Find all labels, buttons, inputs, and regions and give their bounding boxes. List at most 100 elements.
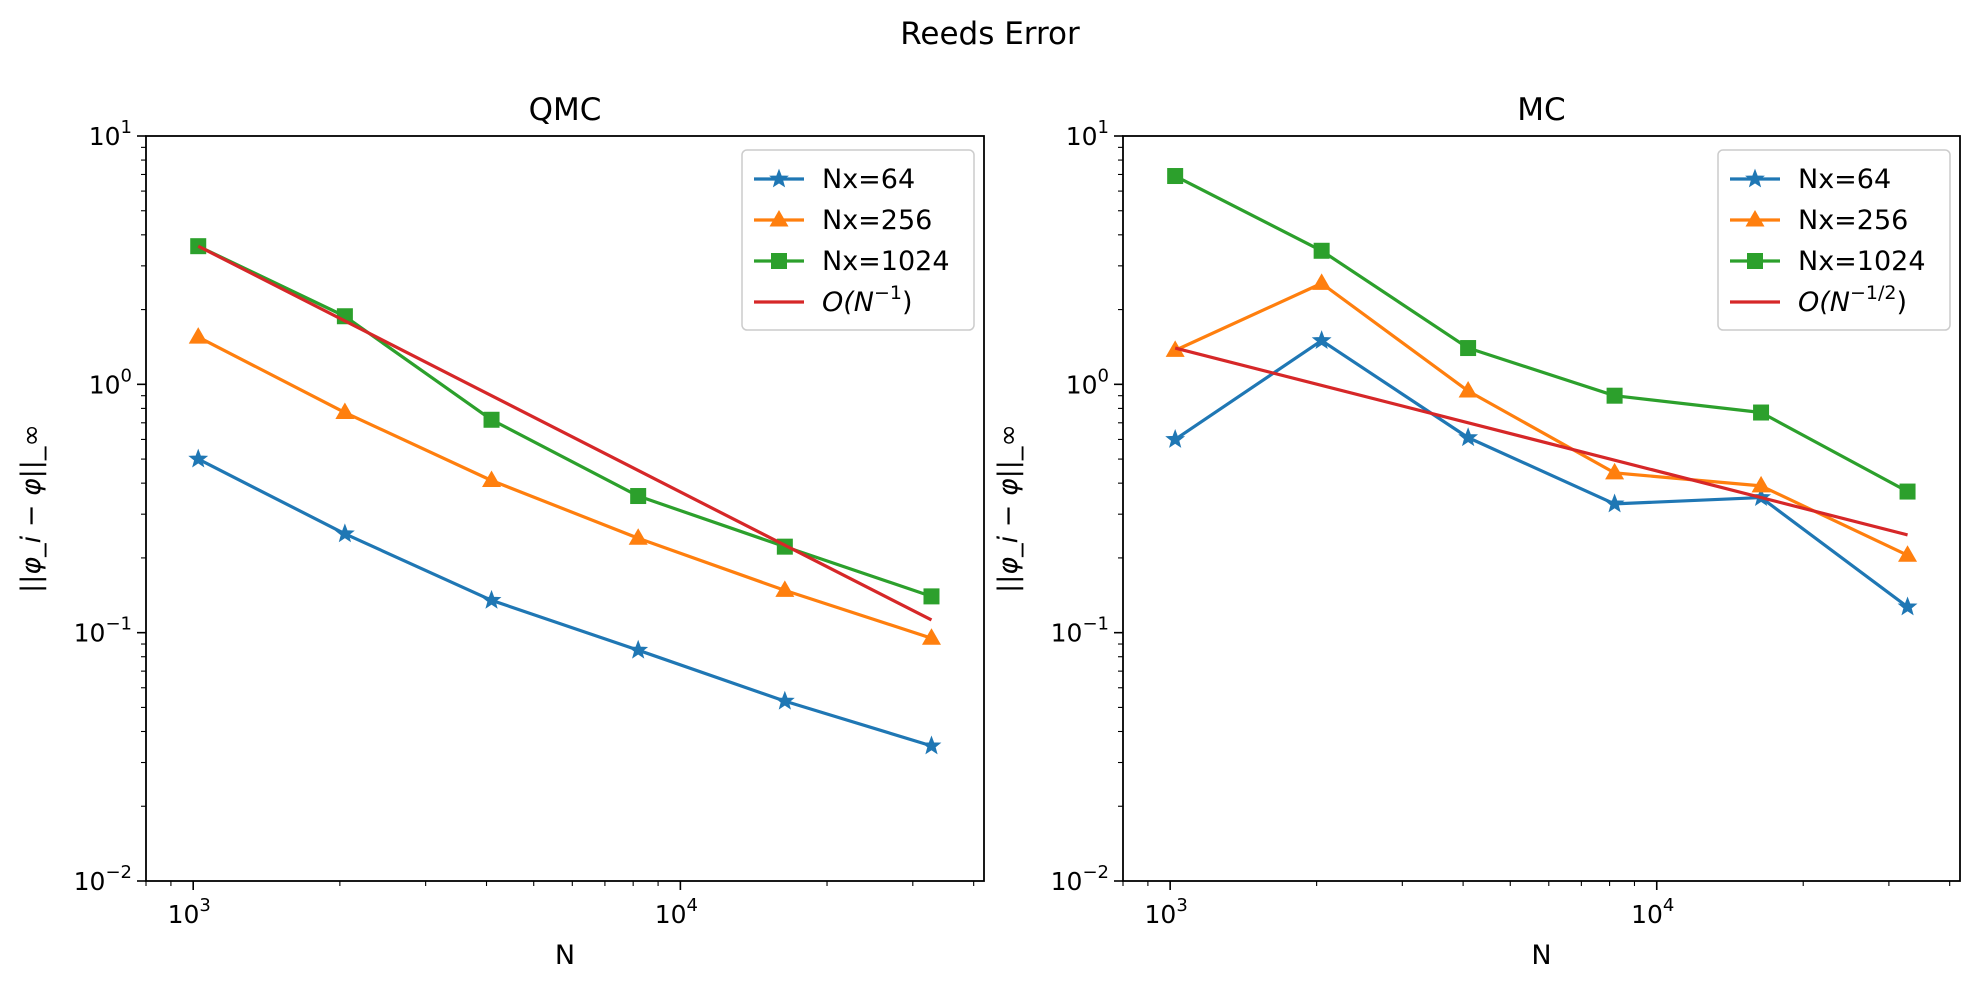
- series-line-nx-64: [1174, 339, 1909, 609]
- x-tick-label: 103: [168, 895, 211, 929]
- legend-label: Nx=64: [1798, 164, 1891, 195]
- data-point-nx-256: [188, 327, 208, 344]
- legend-label: Nx=256: [1798, 205, 1908, 236]
- y-tick-exp: −1: [105, 614, 132, 635]
- data-point-nx-1024: [1899, 483, 1916, 500]
- legend-box: [741, 149, 975, 331]
- legend-label: O(N−1/2): [1798, 282, 1907, 318]
- data-point-nx-64: [1897, 596, 1918, 616]
- legend-label-sup: −1/2: [1850, 282, 1897, 304]
- series-line-nx-1024: [197, 244, 932, 598]
- legend-label-tail: ): [902, 287, 913, 318]
- y-tick-label: 101: [89, 117, 132, 151]
- legend-label: Nx=1024: [1798, 246, 1926, 277]
- chart-1-x-axis-label: N: [555, 940, 575, 971]
- data-point-nx-64: [334, 523, 355, 543]
- legend-label: Nx=64: [822, 164, 915, 195]
- chart-1-legend: Nx=64 Nx=256 Nx=1024 O(N−1): [741, 149, 975, 331]
- y-tick-label: 10−1: [74, 614, 132, 648]
- x-tick-label: 104: [1631, 895, 1674, 929]
- data-point-nx-256: [1312, 273, 1332, 290]
- data-point-nx-256: [628, 528, 648, 545]
- data-point-nx-256: [921, 628, 941, 645]
- chart-1-axes-frame: [145, 135, 985, 882]
- chart-2-title: MC: [1517, 92, 1565, 128]
- data-point-nx-1024: [1753, 404, 1770, 421]
- y-tick-label: 100: [89, 365, 132, 399]
- legend-item-nx-64: Nx=64: [754, 164, 915, 195]
- y-tick-exp: −2: [1082, 862, 1109, 883]
- legend-item-nx-1024: Nx=1024: [754, 246, 950, 277]
- series-line-nx-1024: [1174, 174, 1909, 493]
- y-tick-label: 10−2: [74, 862, 132, 896]
- data-point-nx-1024: [923, 588, 940, 605]
- y-tick-label: 100: [1066, 365, 1109, 399]
- chart-2-legend: Nx=64 Nx=256 Nx=1024 O(N−1/2): [1717, 149, 1951, 331]
- data-point-nx-64: [481, 589, 502, 609]
- y-tick-base: 10: [74, 867, 106, 896]
- x-tick-base: 10: [655, 900, 687, 929]
- legend-marker: [1745, 210, 1765, 227]
- series-line-nx-256: [197, 335, 932, 640]
- x-tick-exp: 3: [1176, 895, 1187, 916]
- y-tick-base: 10: [1051, 619, 1083, 648]
- chart-1-series: [188, 238, 942, 755]
- legend-item-nx-1024: Nx=1024: [1730, 246, 1926, 277]
- data-point-nx-256: [1458, 381, 1478, 398]
- data-point-nx-256: [775, 580, 795, 597]
- legend-label-tail: ): [1896, 287, 1907, 318]
- legend-item-nx-256: Nx=256: [754, 205, 932, 236]
- legend-label: Nx=1024: [822, 246, 950, 277]
- y-tick-label: 10−2: [1051, 862, 1109, 896]
- y-tick-base: 10: [1051, 867, 1083, 896]
- data-point-nx-256: [1605, 462, 1625, 480]
- legend-label-main: O(N: [822, 287, 874, 318]
- legend-marker: [771, 253, 787, 269]
- data-point-nx-1024: [1167, 168, 1184, 185]
- legend-marker: [769, 168, 789, 188]
- x-tick-base: 10: [1145, 900, 1177, 929]
- y-tick-exp: −1: [1082, 614, 1109, 635]
- y-tick-exp: −2: [105, 862, 132, 883]
- y-tick-label: 10−1: [1051, 614, 1109, 648]
- y-tick-exp: 1: [121, 117, 132, 138]
- data-point-nx-1024: [483, 411, 500, 428]
- y-tick-exp: 0: [1098, 365, 1109, 386]
- legend-label-sup: −1: [874, 282, 902, 304]
- legend-box: [1717, 149, 1951, 331]
- series-line-o-n-1-2: [1174, 346, 1908, 537]
- x-tick-label: 103: [1145, 895, 1188, 929]
- legend-item-o-n-1-2: O(N−1/2): [1730, 282, 1907, 318]
- chart-1-title: QMC: [529, 92, 602, 128]
- y-tick-base: 10: [1066, 370, 1098, 399]
- legend-marker: [1745, 168, 1765, 188]
- data-point-nx-64: [1311, 330, 1332, 350]
- legend-label-main: O(N: [1798, 287, 1850, 318]
- data-point-nx-64: [1458, 427, 1479, 447]
- y-tick-exp: 1: [1098, 117, 1109, 138]
- x-tick-exp: 3: [199, 895, 210, 916]
- data-point-nx-64: [1165, 429, 1186, 448]
- data-point-nx-64: [1604, 493, 1625, 513]
- x-tick-exp: 4: [687, 895, 698, 916]
- legend-item-o-n-1: O(N−1): [754, 282, 913, 318]
- legend-item-nx-64: Nx=64: [1730, 164, 1891, 195]
- y-tick-base: 10: [89, 122, 121, 151]
- y-tick-base: 10: [74, 619, 106, 648]
- series-line-o-n-1: [197, 244, 933, 622]
- legend-label: O(N−1): [822, 282, 913, 318]
- data-point-nx-1024: [1313, 242, 1330, 259]
- data-point-nx-64: [774, 690, 795, 710]
- data-point-nx-64: [628, 639, 649, 659]
- y-tick-base: 10: [89, 370, 121, 399]
- data-point-nx-256: [1898, 545, 1918, 562]
- legend-marker: [769, 210, 789, 227]
- y-tick-label: 101: [1066, 117, 1109, 151]
- data-point-nx-256: [335, 402, 355, 420]
- series-line-nx-256: [1174, 281, 1909, 557]
- legend-label: Nx=256: [822, 205, 932, 236]
- chart-2-y-axis-label: ||φ_i − φ||_∞: [993, 424, 1024, 593]
